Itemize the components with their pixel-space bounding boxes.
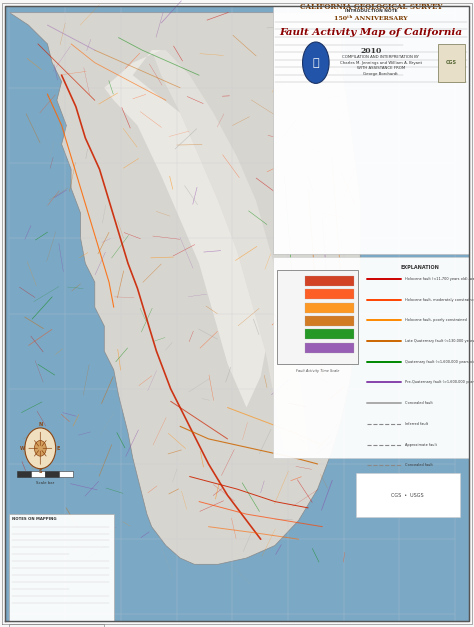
Bar	[438, 44, 465, 82]
Text: CGS: CGS	[446, 60, 457, 65]
Text: EXPLANATION: EXPLANATION	[401, 265, 439, 270]
Ellipse shape	[302, 42, 329, 83]
Bar	[31, 471, 45, 477]
Text: Fault Activity Time Scale: Fault Activity Time Scale	[296, 369, 339, 372]
Polygon shape	[9, 13, 360, 564]
Bar	[305, 276, 354, 286]
Bar	[9, 514, 114, 621]
Text: Concealed fault: Concealed fault	[405, 401, 433, 405]
Bar	[277, 270, 358, 364]
Text: Holocene fault, moderately constrained: Holocene fault, moderately constrained	[405, 298, 474, 302]
Text: Pre-Quaternary fault (>1,600,000 years old): Pre-Quaternary fault (>1,600,000 years o…	[405, 381, 474, 384]
Text: INTRODUCTION NOTE: INTRODUCTION NOTE	[345, 9, 397, 13]
Text: Inferred fault: Inferred fault	[405, 422, 428, 426]
Text: Concealed fault: Concealed fault	[405, 463, 433, 467]
Bar	[17, 471, 31, 477]
Bar	[9, 624, 104, 627]
Polygon shape	[152, 50, 308, 451]
Bar	[305, 289, 354, 299]
Text: Fault Activity Map of California: Fault Activity Map of California	[279, 28, 463, 37]
Text: CALIFORNIA GEOLOGICAL SURVEY: CALIFORNIA GEOLOGICAL SURVEY	[300, 3, 442, 11]
Text: 🌲: 🌲	[312, 58, 319, 68]
Text: Holocene fault, poorly constrained: Holocene fault, poorly constrained	[405, 319, 467, 322]
Text: Late Quaternary fault (<130,000 years old): Late Quaternary fault (<130,000 years ol…	[405, 339, 474, 343]
Circle shape	[25, 428, 56, 469]
Text: S: S	[38, 470, 42, 474]
Circle shape	[35, 440, 46, 456]
Text: Holocene fault (<11,700 years old), well constrained: Holocene fault (<11,700 years old), well…	[405, 277, 474, 281]
Text: COMPILATION AND INTERPRETATION BY
Charles M. Jennings and William A. Bryant
WITH: COMPILATION AND INTERPRETATION BY Charle…	[340, 55, 422, 76]
Bar	[305, 343, 354, 353]
Text: CGS  •  USGS: CGS • USGS	[392, 493, 424, 498]
Bar	[59, 471, 73, 477]
Bar	[273, 257, 469, 458]
Bar	[356, 473, 460, 517]
Text: Quaternary fault (<1,600,000 years old): Quaternary fault (<1,600,000 years old)	[405, 360, 474, 364]
Bar	[45, 471, 59, 477]
Text: N: N	[38, 423, 42, 427]
Bar	[305, 316, 354, 326]
Text: E: E	[56, 446, 60, 451]
Text: 2010: 2010	[360, 47, 382, 55]
Bar	[273, 6, 469, 254]
Text: W: W	[20, 446, 25, 451]
Text: Scale bar: Scale bar	[36, 481, 54, 485]
Bar	[305, 329, 354, 339]
Text: 150ᵗʰ ANNIVERSARY: 150ᵗʰ ANNIVERSARY	[334, 16, 408, 21]
Text: Approximate fault: Approximate fault	[405, 443, 438, 446]
Bar	[305, 302, 354, 313]
Text: NOTES ON MAPPING: NOTES ON MAPPING	[12, 517, 56, 521]
Polygon shape	[104, 50, 265, 408]
